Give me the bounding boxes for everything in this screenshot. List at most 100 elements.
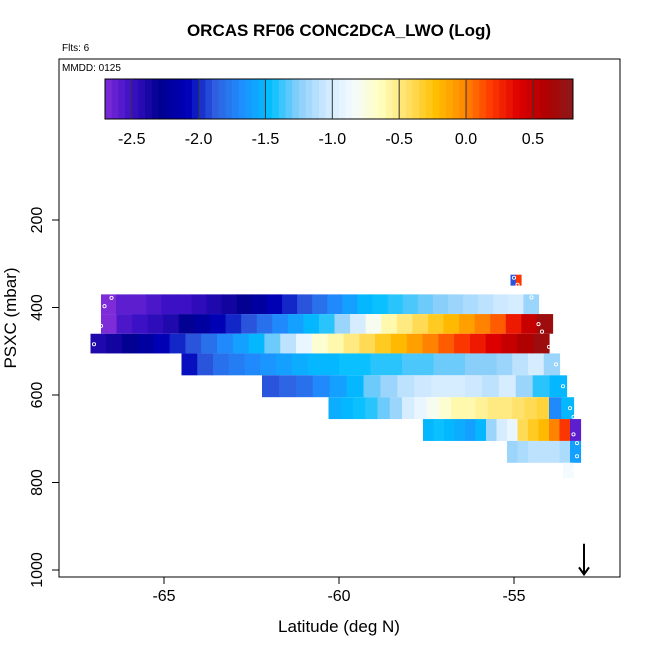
heatmap-cell [559,419,571,441]
heatmap-cell [116,314,133,334]
heatmap-cell [454,419,466,441]
colorbar-swatch [439,79,447,119]
colorbar-swatch [272,79,280,119]
x-tick-label: -65 [152,588,175,605]
heatmap-cell [549,375,568,398]
colorbar-tick-label: -2.0 [185,131,213,148]
heatmap-cell [228,353,246,376]
colorbar-swatch [332,79,340,119]
y-tick-label: 1000 [29,552,46,588]
x-axis: -65 -60 -55 [152,577,526,605]
heatmap-cell [390,333,408,354]
heatmap-cell [197,353,214,376]
heatmap-cell [451,397,464,420]
heatmap-cell [312,375,331,398]
colorbar-swatch [171,79,180,119]
heatmap-cell [334,314,351,334]
colorbar-tick-label: 0.5 [522,131,544,148]
colorbar-swatch [318,79,327,119]
colorbar-swatch [412,79,420,119]
colorbar-swatch [158,79,166,119]
heatmap-cell [178,314,196,334]
heatmap-cell [543,353,561,376]
heatmap-cell [343,333,360,354]
heatmap-cell [559,440,571,463]
colorbar-tick-label: -0.5 [385,131,413,148]
heatmap-cell [493,294,509,315]
heatmap-cell [412,314,429,334]
heatmap-cell [365,314,382,334]
heatmap-cell [507,419,519,441]
heatmap-cell [496,353,513,376]
down-arrow-icon [578,543,590,577]
colorbar-swatch [225,79,233,119]
heatmap-cell [339,353,356,376]
heatmap-cell [500,397,513,420]
colorbar-swatch [372,79,380,119]
colorbar-swatch [459,79,467,119]
heatmap-cell [423,419,435,441]
heatmap-cell [377,397,391,420]
colorbar-swatch [452,79,460,119]
heatmap-cell [517,419,529,441]
heatmap-cell [438,397,452,420]
sample-marker [567,406,573,411]
heatmap-cell [570,419,582,441]
date-note: MMDD: 0125 [62,63,121,74]
heatmap-cell [264,333,281,354]
heatmap-cell [244,353,261,376]
heatmap-cell [402,353,419,376]
heatmap-cell [163,314,180,334]
heatmap-cell [282,294,298,315]
colorbar-swatch [499,79,507,119]
x-tick-label: -55 [502,588,525,605]
colorbar-swatch [472,79,480,119]
heatmap-cells [90,274,582,479]
heatmap-cell [201,333,218,354]
colorbar-swatch [385,79,393,119]
heatmap-cell [312,294,328,315]
heatmap-cell [463,397,477,420]
heatmap-cell [206,294,223,315]
heatmap-cell [380,375,398,398]
colorbar-swatch [399,79,407,119]
colorbar-swatch [105,79,113,119]
colorbar-swatch [265,79,273,119]
heatmap-cell [106,333,123,354]
y-tick-label: 400 [29,294,46,321]
heatmap-cell [512,397,526,420]
heatmap-cell [508,294,525,315]
colorbar-swatch [445,79,454,119]
colorbar-swatch [178,79,186,119]
colorbar-swatch [278,79,287,119]
sample-marker [571,432,576,437]
heatmap-cell [327,333,345,354]
colorbar-swatch [519,79,527,119]
colorbar-swatch [532,79,541,119]
sample-marker [98,323,104,328]
heatmap-cell [365,397,379,420]
heatmap-cell [536,314,554,334]
heatmap-cell [241,314,258,334]
heatmap-cell [512,353,529,376]
colorbar-swatch [339,79,347,119]
colorbar-swatch [539,79,547,119]
colorbar-swatch [165,79,173,119]
sample-marker [102,304,107,309]
colorbar-swatch [138,79,146,119]
heatmap-cell [538,440,550,463]
heatmap-cell [498,375,517,398]
colorbar-swatch [285,79,293,119]
colorbar-swatch [325,79,333,119]
heatmap-cell [465,419,477,441]
heatmap-cell [236,294,253,315]
heatmap-cell [323,353,340,376]
heatmap-cell [528,353,545,376]
sample-marker [91,342,97,347]
heatmap-cell [359,333,376,354]
heatmap-cell [256,314,273,334]
heatmap-cell [303,314,320,334]
sample-marker [571,467,576,472]
y-tick-label: 600 [29,382,46,409]
y-axis-label: PSXC (mbar) [1,267,20,368]
